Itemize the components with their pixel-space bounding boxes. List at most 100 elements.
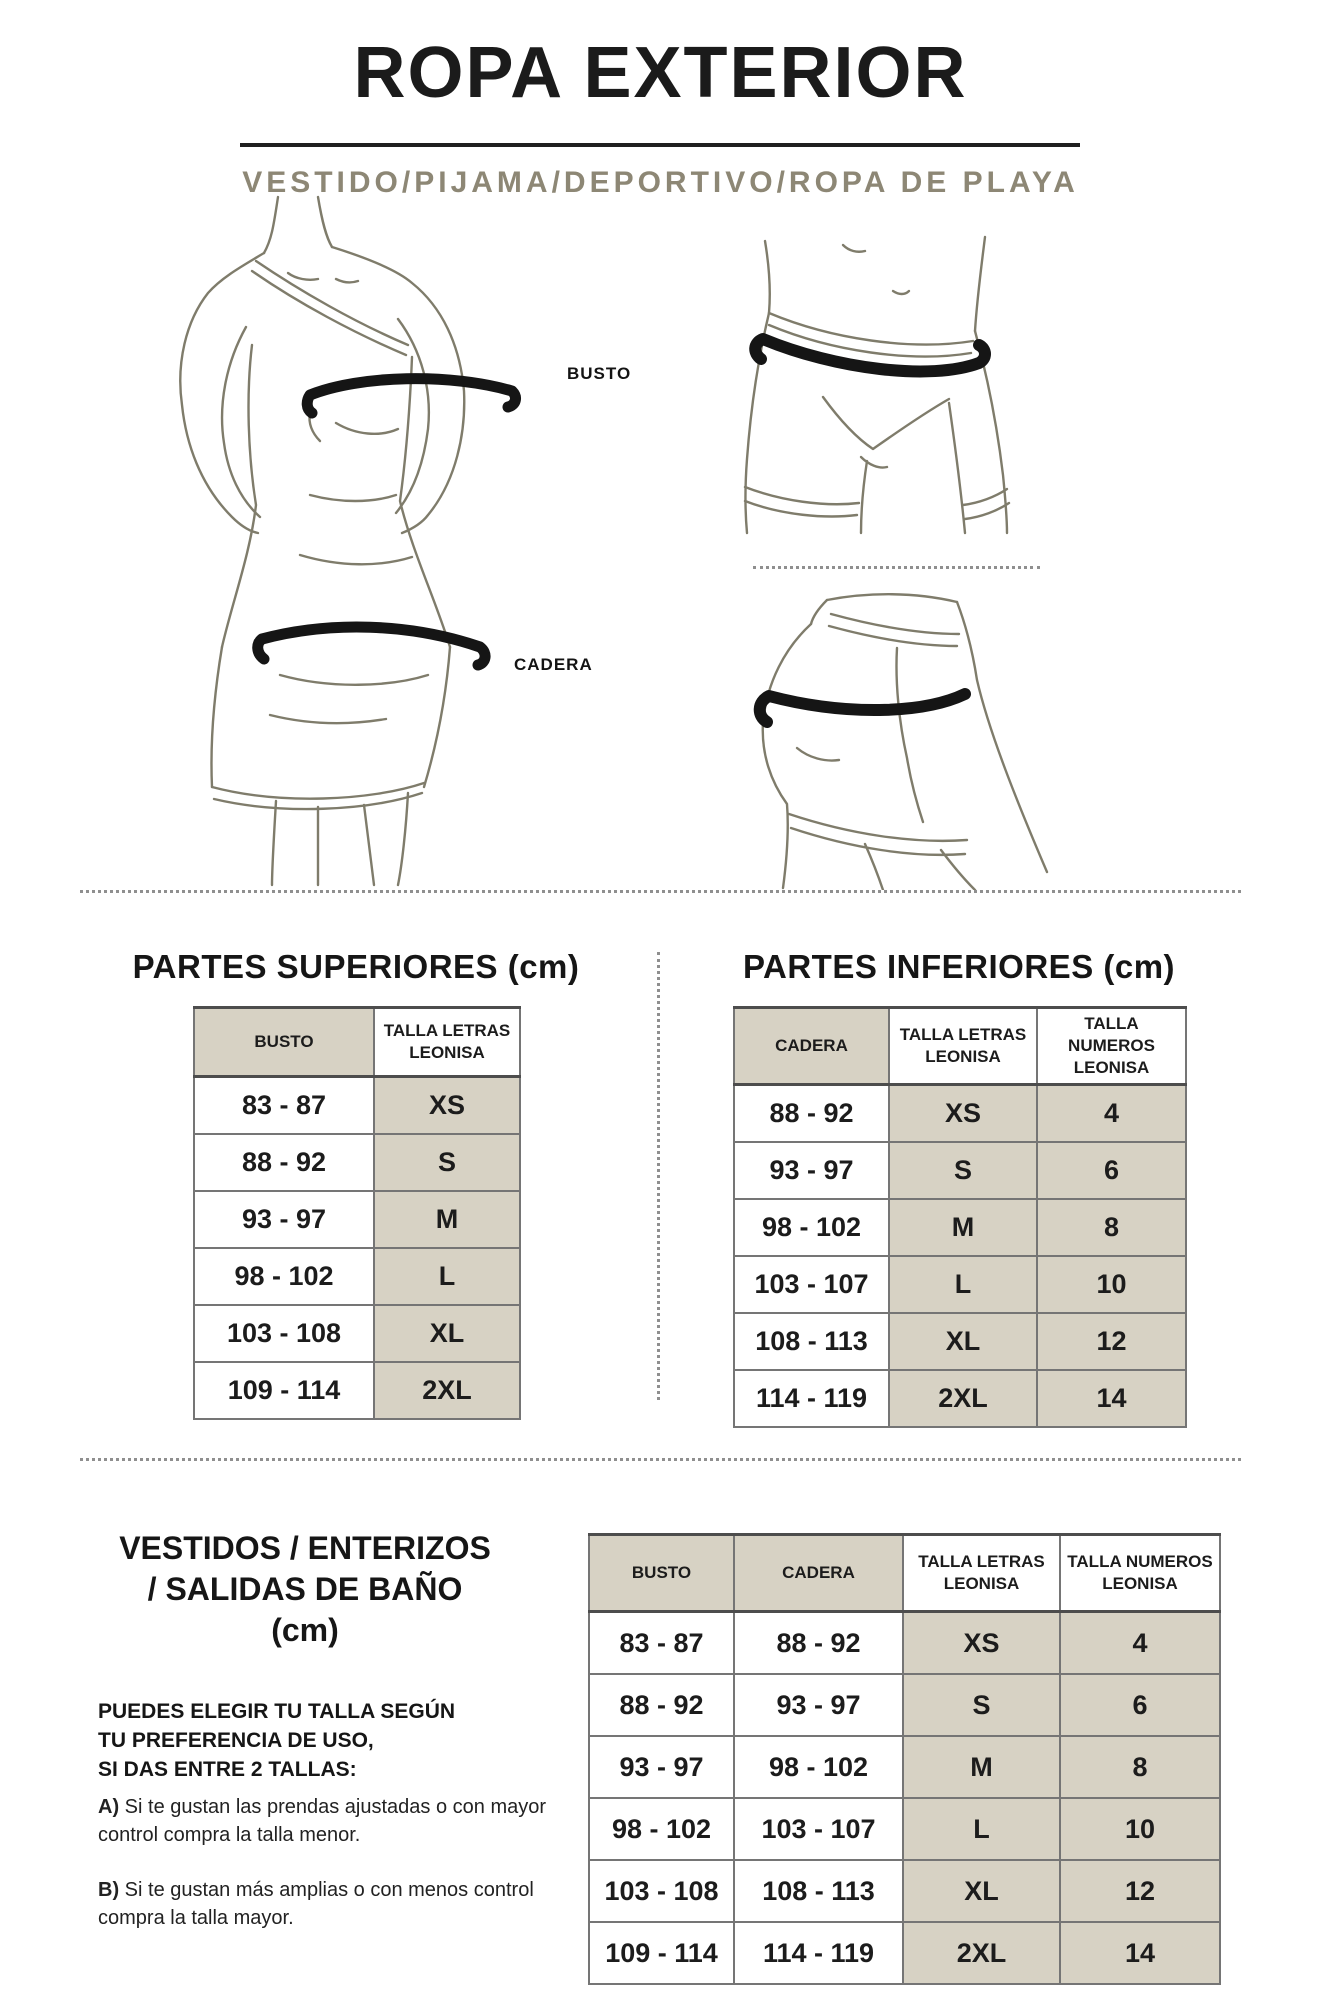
table-cell: XS — [373, 1075, 521, 1135]
table-cell: 109 - 114 — [193, 1361, 375, 1420]
table-cell: 93 - 97 — [193, 1190, 375, 1249]
table-row: 83 - 87 88 - 92 XS 4 — [588, 1610, 1221, 1675]
table-row: 93 - 97 98 - 102 M 8 — [588, 1735, 1221, 1799]
table-cell: 88 - 92 — [733, 1610, 904, 1675]
intro-line: SI DAS ENTRE 2 TALLAS: — [98, 1758, 357, 1781]
dress-measurement-figure — [179, 195, 521, 887]
table-cell: XS — [902, 1610, 1061, 1675]
table-cell: 10 — [1036, 1255, 1187, 1315]
column-header: BUSTO — [588, 1533, 735, 1613]
table-cell: 2XL — [902, 1921, 1061, 1985]
hip-measure-band — [753, 688, 971, 728]
table-cell: S — [888, 1141, 1038, 1201]
table-cell: 103 - 108 — [193, 1304, 375, 1363]
table-cell: M — [373, 1190, 521, 1249]
column-header: TALLA LETRAS LEONISA — [902, 1533, 1061, 1613]
table-cell: M — [902, 1735, 1061, 1799]
table-row: 98 - 102 M 8 — [733, 1198, 1187, 1258]
title-underline — [240, 143, 1080, 147]
table-cell: 103 - 108 — [588, 1859, 735, 1923]
table-cell: 98 - 102 — [733, 1735, 904, 1799]
table-cell: 2XL — [373, 1361, 521, 1420]
heading-line: / SALIDAS DE BAÑO — [147, 1571, 463, 1607]
section-divider-dotted — [80, 1458, 1241, 1461]
column-header: TALLA NUMEROS LEONISA — [1059, 1533, 1221, 1613]
heading-line: (cm) — [271, 1612, 339, 1648]
column-header: CADERA — [733, 1006, 890, 1087]
option-a-paragraph: A) Si te gustan las prendas ajustadas o … — [98, 1793, 548, 1849]
column-header: TALLA NUMEROS LEONISA — [1036, 1006, 1187, 1087]
table-cell: 14 — [1059, 1921, 1221, 1985]
table-row: 103 - 108 108 - 113 XL 12 — [588, 1859, 1221, 1923]
table-cell: 114 - 119 — [733, 1369, 890, 1429]
table-cell: 6 — [1059, 1673, 1221, 1737]
table-row: 88 - 92 93 - 97 S 6 — [588, 1673, 1221, 1737]
table-cell: 108 - 113 — [733, 1859, 904, 1923]
table-row: 114 - 119 2XL 14 — [733, 1369, 1187, 1429]
table-cell: 103 - 107 — [733, 1797, 904, 1861]
table-row: 108 - 113 XL 12 — [733, 1312, 1187, 1372]
table-cell: XL — [902, 1859, 1061, 1923]
table-cell: 2XL — [888, 1369, 1038, 1429]
size-choice-intro: PUEDES ELEGIR TU TALLA SEGÚN TU PREFEREN… — [98, 1697, 558, 1784]
dresses-section-heading: VESTIDOS / ENTERIZOS / SALIDAS DE BAÑO (… — [70, 1528, 540, 1651]
table-cell: 12 — [1059, 1859, 1221, 1923]
table-row: 109 - 114 2XL — [193, 1361, 521, 1420]
page-subtitle: VESTIDO/PIJAMA/DEPORTIVO/ROPA DE PLAYA — [242, 166, 1079, 199]
table-row: 93 - 97 S 6 — [733, 1141, 1187, 1201]
option-b-paragraph: B) Si te gustan más amplias o con menos … — [98, 1876, 548, 1932]
table-cell: XL — [888, 1312, 1038, 1372]
tables-divider-dotted — [657, 952, 660, 1400]
column-header: BUSTO — [193, 1006, 375, 1078]
intro-line: TU PREFERENCIA DE USO, — [98, 1729, 374, 1752]
table-row: 83 - 87 XS — [193, 1075, 521, 1135]
table-row: 98 - 102 L — [193, 1247, 521, 1306]
table-cell: 93 - 97 — [733, 1673, 904, 1737]
option-b-text: Si te gustan más amplias o con menos con… — [98, 1879, 534, 1929]
table-cell: 88 - 92 — [588, 1673, 735, 1737]
table-cell: 93 - 97 — [733, 1141, 890, 1201]
column-header: CADERA — [733, 1533, 904, 1613]
table-cell: 98 - 102 — [588, 1797, 735, 1861]
table-cell: 98 - 102 — [193, 1247, 375, 1306]
table-cell: S — [373, 1133, 521, 1192]
table-cell: L — [888, 1255, 1038, 1315]
table-cell: 98 - 102 — [733, 1198, 890, 1258]
bust-measure-band — [301, 373, 521, 419]
upper-parts-table: BUSTO TALLA LETRAS LEONISA 83 - 87 XS 88 - 9… — [193, 1006, 521, 1420]
page-title: ROPA EXTERIOR — [353, 33, 968, 113]
table-cell: 4 — [1036, 1083, 1187, 1144]
table-cell: 109 - 114 — [588, 1921, 735, 1985]
column-header: TALLA LETRAS LEONISA — [888, 1006, 1038, 1087]
lower-parts-title: PARTES INFERIORES (cm) — [742, 948, 1176, 985]
option-a-label: A) — [98, 1796, 120, 1818]
table-cell: 83 - 87 — [588, 1610, 735, 1675]
table-row: 93 - 97 M — [193, 1190, 521, 1249]
upper-parts-title: PARTES SUPERIORES (cm) — [132, 948, 580, 985]
lower-parts-table: CADERA TALLA LETRAS LEONISA TALLA NUMEROS … — [733, 1006, 1187, 1429]
hip-label: CADERA — [514, 655, 593, 674]
table-cell: L — [373, 1247, 521, 1306]
table-row: 103 - 107 L 10 — [733, 1255, 1187, 1315]
table-cell: XL — [373, 1304, 521, 1363]
table-row: 103 - 108 XL — [193, 1304, 521, 1363]
table-cell: 88 - 92 — [733, 1083, 890, 1144]
table-row: 88 - 92 XS 4 — [733, 1083, 1187, 1144]
table-cell: 108 - 113 — [733, 1312, 890, 1372]
table-cell: 4 — [1059, 1610, 1221, 1675]
hip-measure-band — [749, 333, 991, 378]
table-cell: 103 - 107 — [733, 1255, 890, 1315]
table-cell: 88 - 92 — [193, 1133, 375, 1192]
heading-line: VESTIDOS / ENTERIZOS — [119, 1530, 491, 1566]
intro-line: PUEDES ELEGIR TU TALLA SEGÚN — [98, 1700, 456, 1723]
figure-divider-dotted — [753, 566, 1040, 569]
table-cell: 93 - 97 — [588, 1735, 735, 1799]
table-cell: 10 — [1059, 1797, 1221, 1861]
table-cell: M — [888, 1198, 1038, 1258]
table-cell: L — [902, 1797, 1061, 1861]
table-cell: 14 — [1036, 1369, 1187, 1429]
column-header: TALLA LETRAS LEONISA — [373, 1006, 521, 1078]
dresses-size-table: BUSTO CADERA TALLA LETRAS LEONISA TALLA NUM… — [588, 1533, 1221, 1985]
table-cell: XS — [888, 1083, 1038, 1144]
